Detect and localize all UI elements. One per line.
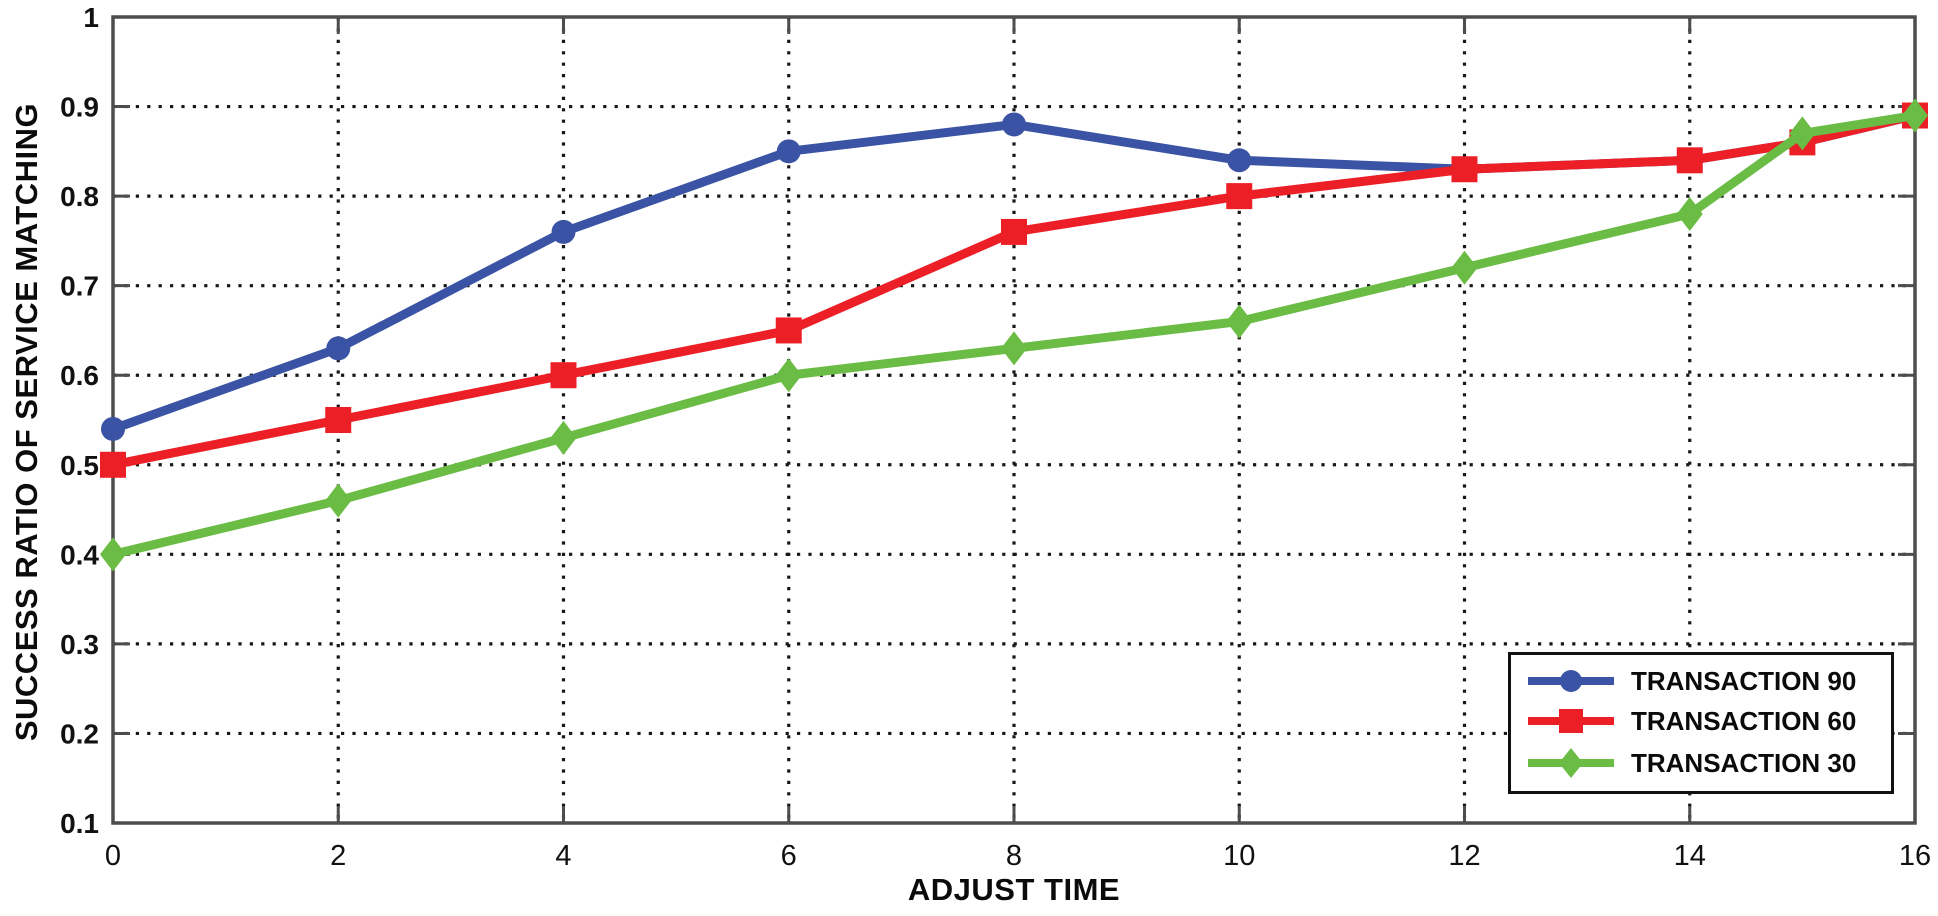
x-tick-label: 16 — [1899, 840, 1931, 872]
legend-item-transaction-90: TRANSACTION 90 — [1525, 666, 1891, 697]
series-line — [108, 111, 1920, 559]
x-tick-label: 10 — [1223, 840, 1255, 872]
marker-circle — [776, 139, 801, 164]
x-tick-label: 2 — [330, 840, 346, 872]
marker-square — [325, 407, 352, 433]
x-axis-title: ADJUST TIME — [907, 872, 1121, 907]
legend-swatch-square — [1528, 709, 1614, 734]
legend: TRANSACTION 90 TRANSACTION 60 TRANSACTIO… — [1508, 652, 1894, 794]
legend-item-transaction-30: TRANSACTION 30 — [1525, 746, 1891, 780]
y-tick-label: 0.5 — [60, 450, 99, 481]
series-transaction-60 — [100, 102, 1928, 478]
marker-diamond — [325, 483, 352, 518]
marker-square — [1676, 147, 1703, 174]
y-tick-label: 0.2 — [60, 718, 99, 749]
x-tick-label: 4 — [555, 840, 571, 872]
y-tick-label: 0.9 — [60, 92, 99, 123]
marker-diamond — [1902, 98, 1928, 133]
marker-square — [775, 317, 802, 344]
y-tick-label: 0.7 — [60, 271, 99, 302]
legend-item-transaction-60: TRANSACTION 60 — [1525, 706, 1891, 737]
marker-diamond — [1226, 304, 1253, 339]
marker-diamond — [1789, 116, 1816, 151]
y-tick-label: 0.6 — [60, 360, 99, 391]
y-axis-title: SUCCESS RATIO OF SERVICE MATCHING — [9, 102, 44, 742]
series-line — [108, 111, 1920, 470]
marker-circle — [1002, 112, 1026, 137]
y-tick-label: 0.3 — [60, 629, 99, 660]
marker-square — [1451, 156, 1478, 183]
marker-diamond — [1451, 250, 1478, 285]
legend-label: TRANSACTION 90 — [1631, 665, 1857, 696]
legend-swatch-diamond — [1528, 748, 1614, 779]
marker-diamond — [100, 537, 126, 572]
x-tick-label: 14 — [1674, 840, 1706, 872]
marker-circle — [551, 219, 576, 244]
x-tick-label: 12 — [1448, 840, 1480, 872]
x-tick-label: 8 — [1006, 840, 1022, 872]
y-tick-label: 1 — [83, 2, 99, 33]
legend-label: TRANSACTION 60 — [1631, 705, 1857, 736]
x-tick-label: 6 — [781, 840, 797, 872]
marker-circle — [1227, 148, 1252, 173]
legend-label: TRANSACTION 30 — [1631, 747, 1857, 778]
legend-swatch-circle — [1528, 670, 1614, 693]
series-transaction-30 — [100, 98, 1928, 572]
marker-circle — [326, 336, 351, 361]
marker-diamond — [775, 358, 802, 393]
marker-square — [100, 451, 126, 478]
marker-diamond — [1001, 331, 1027, 366]
marker-diamond — [550, 420, 577, 455]
y-tick-label: 0.1 — [60, 808, 99, 839]
marker-square — [550, 362, 577, 389]
y-tick-label: 0.8 — [60, 181, 99, 212]
marker-square — [1001, 218, 1027, 245]
y-tick-label: 0.4 — [60, 539, 99, 570]
marker-circle — [101, 416, 125, 441]
marker-diamond — [1676, 197, 1703, 232]
marker-square — [1226, 183, 1253, 210]
x-tick-label: 0 — [105, 840, 121, 872]
